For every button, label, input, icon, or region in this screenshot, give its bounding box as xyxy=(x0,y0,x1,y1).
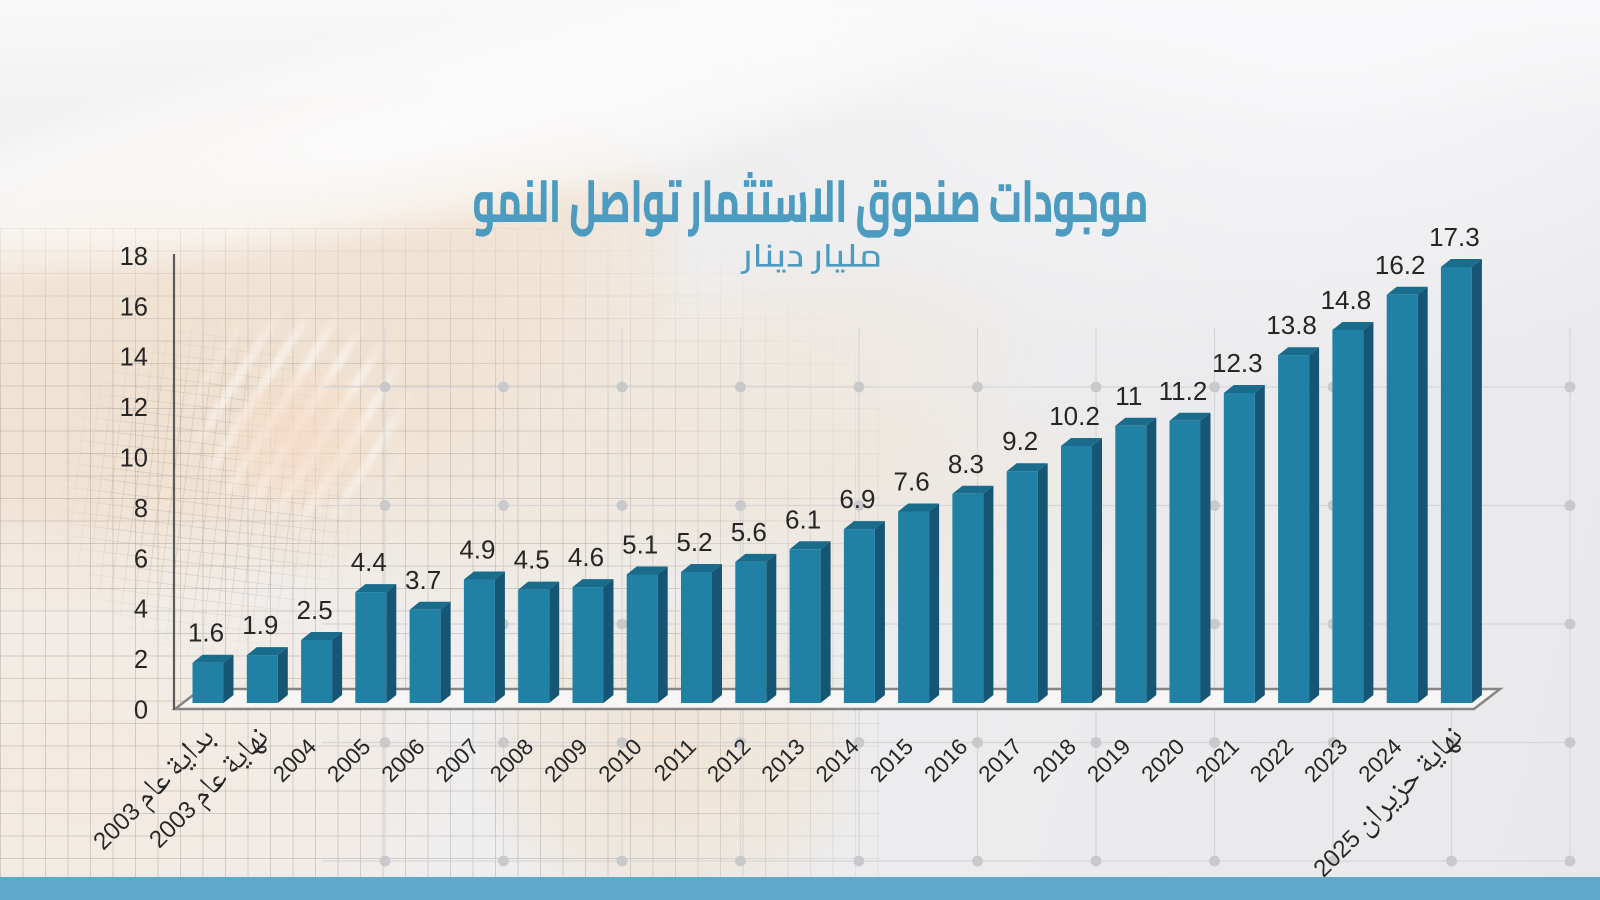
svg-text:0: 0 xyxy=(134,697,148,725)
svg-text:2015: 2015 xyxy=(865,734,918,787)
svg-text:3.7: 3.7 xyxy=(405,565,441,595)
svg-text:6: 6 xyxy=(134,545,148,573)
svg-text:14: 14 xyxy=(120,344,148,372)
svg-text:4.4: 4.4 xyxy=(351,547,387,577)
svg-text:8: 8 xyxy=(134,495,148,523)
svg-text:7.6: 7.6 xyxy=(894,467,930,497)
svg-text:10: 10 xyxy=(120,445,148,473)
svg-text:5.2: 5.2 xyxy=(676,527,712,557)
svg-text:10.2: 10.2 xyxy=(1049,401,1100,431)
svg-text:2021: 2021 xyxy=(1191,734,1244,787)
svg-text:6.9: 6.9 xyxy=(839,484,875,514)
svg-text:2019: 2019 xyxy=(1082,734,1135,787)
svg-text:2004: 2004 xyxy=(268,734,321,787)
svg-text:4.6: 4.6 xyxy=(568,542,604,572)
svg-text:5.6: 5.6 xyxy=(731,517,767,547)
svg-text:2016: 2016 xyxy=(919,734,972,787)
svg-text:1.9: 1.9 xyxy=(242,610,278,640)
svg-text:4: 4 xyxy=(134,596,148,624)
svg-text:18: 18 xyxy=(120,243,148,271)
svg-text:16.2: 16.2 xyxy=(1375,250,1426,280)
svg-text:2: 2 xyxy=(134,646,148,674)
svg-text:2008: 2008 xyxy=(485,734,538,787)
svg-text:2009: 2009 xyxy=(539,734,592,787)
svg-text:14.8: 14.8 xyxy=(1321,285,1372,315)
svg-text:4.9: 4.9 xyxy=(459,535,495,565)
svg-text:1.6: 1.6 xyxy=(188,618,224,648)
svg-text:2020: 2020 xyxy=(1136,734,1189,787)
svg-text:2.5: 2.5 xyxy=(297,595,333,625)
svg-text:8.3: 8.3 xyxy=(948,449,984,479)
svg-text:13.8: 13.8 xyxy=(1266,310,1317,340)
svg-text:11.2: 11.2 xyxy=(1159,376,1208,406)
svg-text:9.2: 9.2 xyxy=(1002,426,1038,456)
svg-text:11: 11 xyxy=(1115,381,1142,411)
svg-text:12: 12 xyxy=(120,394,148,422)
svg-text:2018: 2018 xyxy=(1028,734,1081,787)
svg-text:2013: 2013 xyxy=(757,734,810,787)
svg-text:17.3: 17.3 xyxy=(1429,222,1480,252)
svg-text:2005: 2005 xyxy=(322,734,375,787)
svg-text:2007: 2007 xyxy=(431,734,484,787)
svg-text:2024: 2024 xyxy=(1354,734,1407,787)
svg-text:2022: 2022 xyxy=(1245,734,1298,787)
svg-text:12.3: 12.3 xyxy=(1212,348,1263,378)
svg-text:2023: 2023 xyxy=(1299,734,1352,787)
svg-text:2011: 2011 xyxy=(649,734,701,786)
svg-text:6.1: 6.1 xyxy=(785,504,821,534)
svg-text:4.5: 4.5 xyxy=(514,545,550,575)
svg-text:5.1: 5.1 xyxy=(622,530,658,560)
svg-text:2012: 2012 xyxy=(702,734,755,787)
svg-text:16: 16 xyxy=(120,293,148,321)
svg-text:2010: 2010 xyxy=(594,734,647,787)
